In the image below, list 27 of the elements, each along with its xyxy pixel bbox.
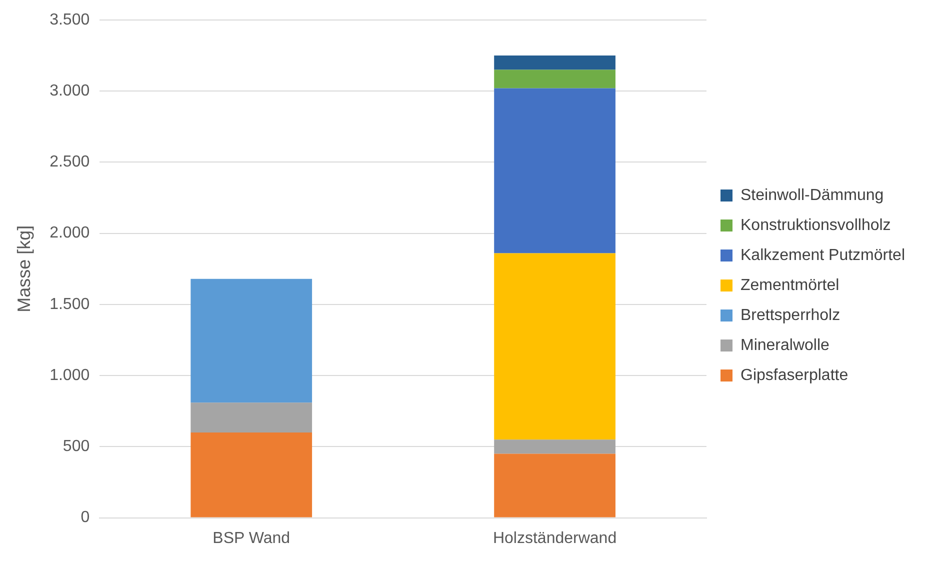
y-tick-label: 1.000 — [50, 366, 90, 384]
legend-label: Mineralwolle — [740, 336, 830, 354]
y-tick-label: 0 — [80, 509, 90, 526]
legend-label: Zementmörtel — [740, 276, 840, 294]
bar — [494, 253, 616, 440]
legend-label: Konstruktionsvollholz — [740, 216, 891, 234]
bar — [494, 440, 616, 454]
bar — [190, 402, 312, 432]
x-tick-label: BSP Wand — [212, 530, 290, 547]
bar — [494, 70, 616, 88]
y-tick-label: 500 — [62, 438, 90, 456]
legend-label: Steinwoll-Dämmung — [740, 186, 884, 204]
bar — [190, 432, 312, 518]
y-tick-label: 3.000 — [50, 82, 90, 100]
y-tick-label: 1.500 — [50, 296, 90, 313]
y-tick-label: 2.000 — [50, 224, 90, 242]
legend-label: Brettsperrholz — [740, 306, 840, 324]
legend-label: Gipsfaserplatte — [740, 366, 848, 384]
y-tick-label: 3.500 — [50, 11, 90, 28]
y-axis-title: Masse [kg] — [14, 225, 34, 312]
y-tick-label: 2.500 — [50, 154, 90, 171]
bar — [494, 56, 616, 70]
legend-label: Kalkzement Putzmörtel — [740, 246, 906, 264]
bar — [190, 278, 312, 403]
bar — [494, 454, 616, 518]
x-tick-label: Holzständerwand — [492, 530, 617, 547]
bar — [494, 88, 616, 254]
